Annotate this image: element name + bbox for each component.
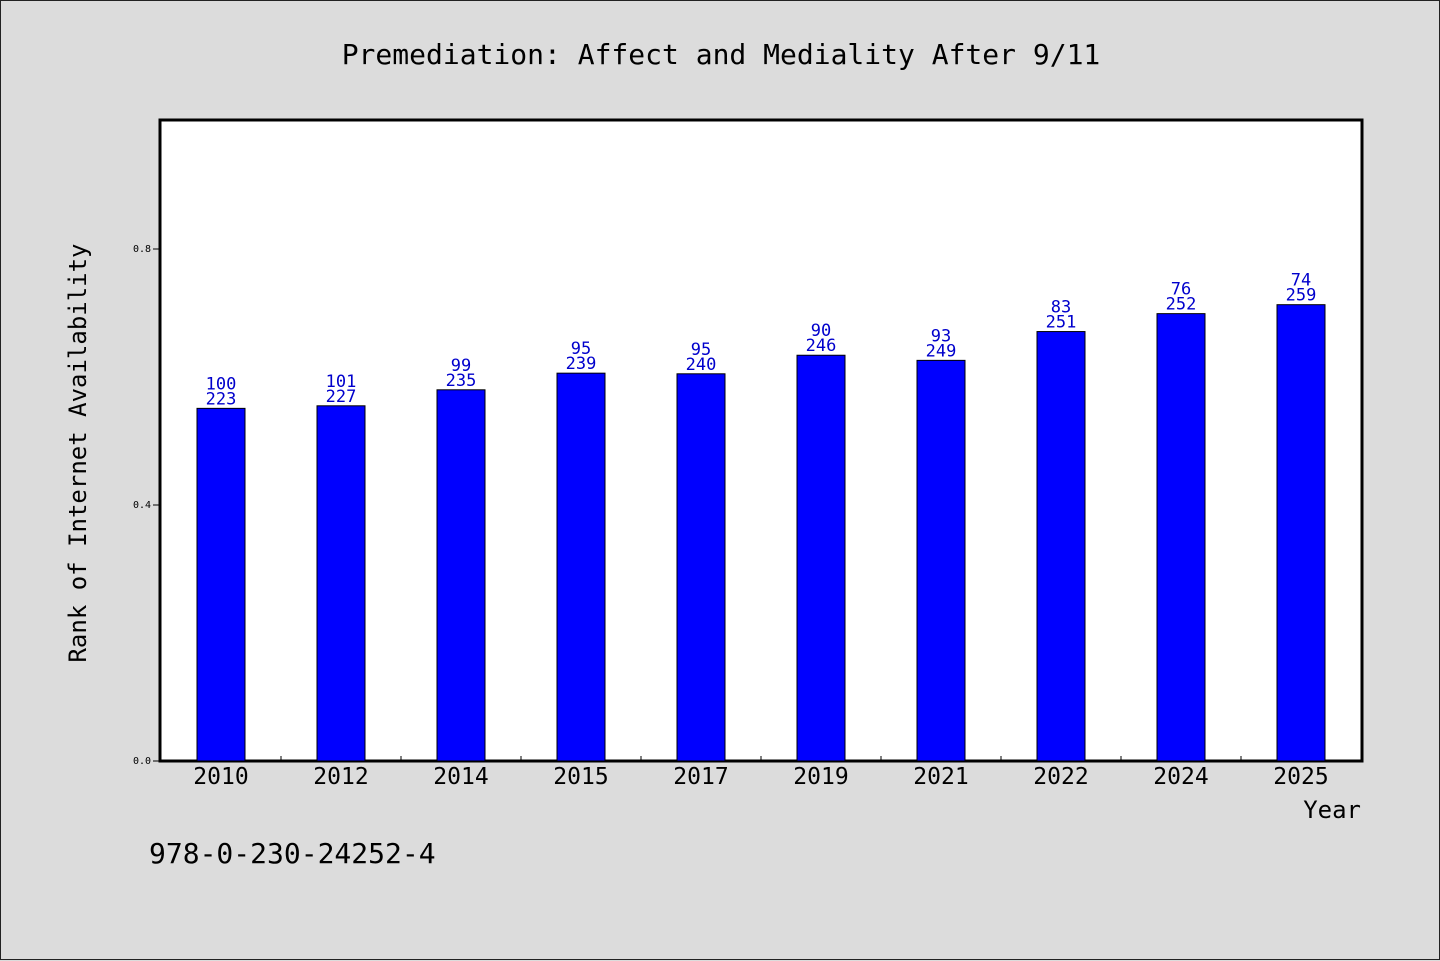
data-label-top-2025: 74 bbox=[1291, 271, 1311, 291]
data-label-bottom-2025: 259 bbox=[1286, 286, 1317, 306]
data-label-top-2019: 90 bbox=[811, 321, 831, 341]
data-label-top-2014: 99 bbox=[451, 356, 471, 376]
data-label-top-2012: 101 bbox=[326, 372, 357, 392]
data-label-bottom-2024: 252 bbox=[1166, 295, 1197, 315]
data-label-bottom-2019: 246 bbox=[806, 336, 837, 356]
bar-2021 bbox=[916, 359, 966, 762]
data-label-bottom-2015: 239 bbox=[566, 354, 597, 374]
data-label-bottom-2021: 249 bbox=[926, 341, 957, 361]
data-label-top-2022: 83 bbox=[1051, 298, 1071, 318]
data-label-bottom-2012: 227 bbox=[326, 387, 357, 407]
x-tick-label-2017: 2017 bbox=[673, 764, 728, 790]
x-tick-label-2010: 2010 bbox=[193, 764, 248, 790]
data-label-bottom-2022: 251 bbox=[1046, 313, 1077, 333]
bar-2015 bbox=[556, 372, 606, 762]
y-tick-label-0.8: 0.8 bbox=[133, 244, 151, 255]
isbn-text: 978-0-230-24252-4 bbox=[149, 837, 436, 870]
data-label-top-2017: 95 bbox=[691, 340, 711, 360]
data-label-top-2024: 76 bbox=[1171, 280, 1191, 300]
y-tick-label-0.0: 0.0 bbox=[133, 756, 151, 767]
data-label-bottom-2014: 235 bbox=[446, 371, 477, 391]
chart-title: Premediation: Affect and Mediality After… bbox=[342, 38, 1101, 71]
y-axis-label: Rank of Internet Availability bbox=[64, 243, 92, 662]
bar-2025 bbox=[1276, 304, 1326, 762]
bar-2014 bbox=[436, 389, 486, 762]
data-label-top-2010: 100 bbox=[206, 374, 237, 394]
x-axis-label: Year bbox=[1303, 796, 1361, 824]
bar-2024 bbox=[1156, 313, 1206, 762]
data-label-bottom-2017: 240 bbox=[686, 355, 717, 375]
x-tick-label-2015: 2015 bbox=[553, 764, 608, 790]
bars-group bbox=[196, 304, 1326, 762]
data-label-top-2021: 93 bbox=[931, 326, 951, 346]
x-tick-label-2025: 2025 bbox=[1273, 764, 1328, 790]
data-label-bottom-2010: 223 bbox=[206, 389, 237, 409]
x-tick-label-2021: 2021 bbox=[913, 764, 968, 790]
x-tick-label-2024: 2024 bbox=[1153, 764, 1208, 790]
x-tick-label-2014: 2014 bbox=[433, 764, 488, 790]
bar-2017 bbox=[676, 373, 726, 762]
y-tick-labels: 0.0 0.4 0.8 bbox=[133, 244, 161, 767]
x-tick-labels: 2010 2012 2014 2015 2017 2019 2021 2022 2024 2025 bbox=[193, 756, 1329, 790]
x-tick-label-2019: 2019 bbox=[793, 764, 848, 790]
bar-2022 bbox=[1036, 331, 1086, 762]
x-tick-label-2012: 2012 bbox=[313, 764, 368, 790]
bar-2019 bbox=[796, 354, 846, 762]
y-tick-label-0.4: 0.4 bbox=[133, 500, 151, 511]
x-tick-label-2022: 2022 bbox=[1033, 764, 1088, 790]
data-label-top-2015: 95 bbox=[571, 339, 591, 359]
bar-2010 bbox=[196, 407, 246, 762]
bar-2012 bbox=[316, 405, 366, 762]
